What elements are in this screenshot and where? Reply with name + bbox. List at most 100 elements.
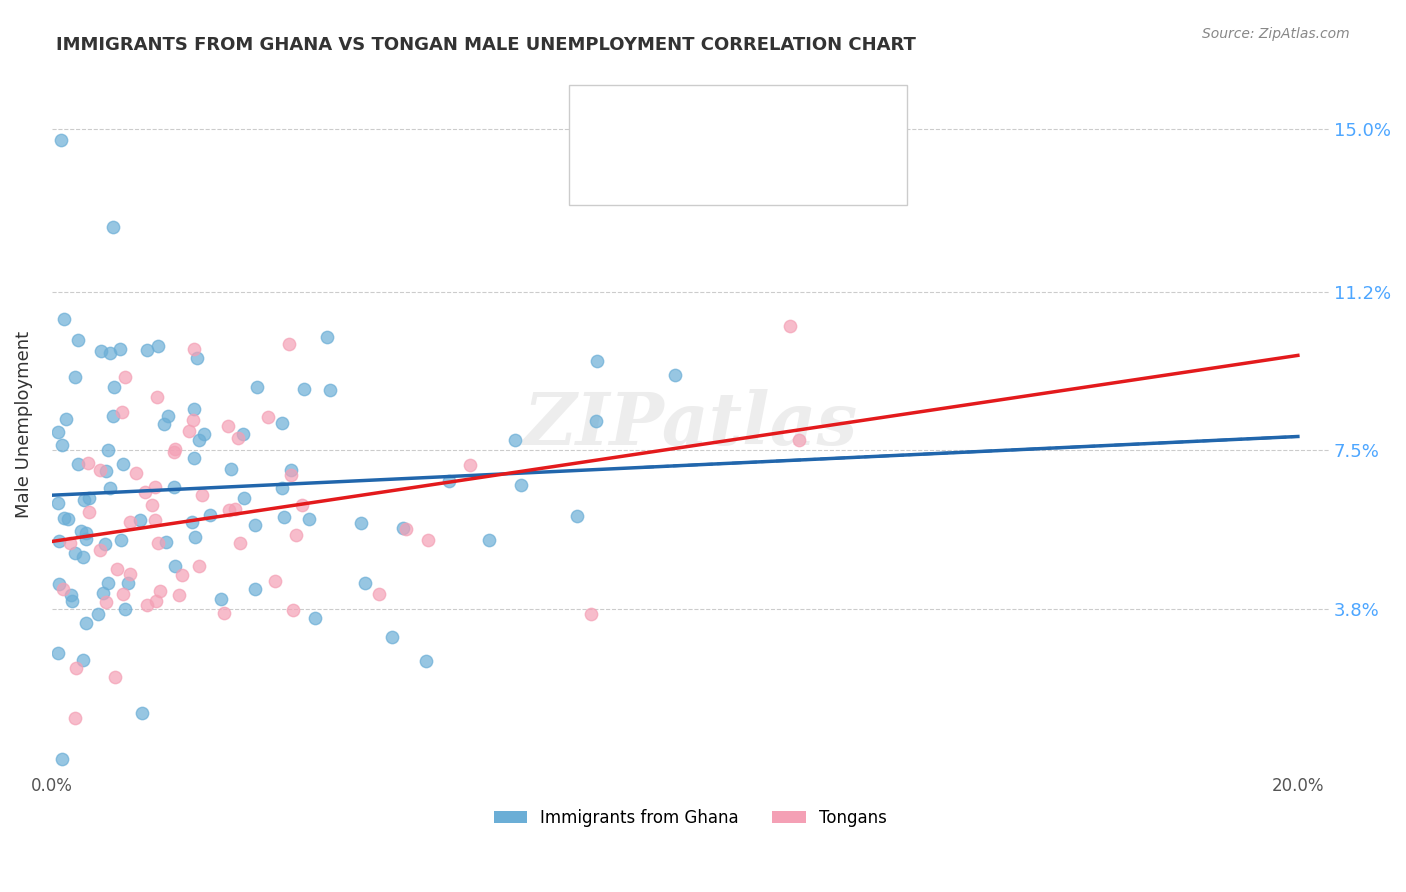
Point [104, 670, 127, 684]
Point [415, 654, 437, 668]
Point [155, 534, 177, 549]
Point [72, 653, 94, 667]
Point [167, 588, 190, 602]
Point [89, 463, 111, 477]
Y-axis label: Male Unemployment: Male Unemployment [15, 331, 32, 518]
Point [292, 383, 315, 397]
Point [162, 480, 184, 494]
Point [232, 427, 254, 442]
Point [148, 339, 170, 353]
Point [59, 588, 82, 602]
Point [134, 484, 156, 499]
Text: Source: ZipAtlas.com: Source: ZipAtlas.com [1202, 27, 1350, 41]
Point [90, 344, 112, 359]
Point [146, 536, 169, 550]
Point [198, 508, 221, 523]
Point [391, 521, 413, 535]
Point [280, 467, 302, 482]
Point [291, 498, 314, 512]
Point [110, 533, 132, 547]
Point [46, 646, 69, 660]
Point [149, 584, 172, 599]
Point [56, 511, 79, 525]
Point [98, 345, 121, 359]
Point [46, 496, 69, 510]
Point [65, 546, 87, 560]
Point [190, 488, 212, 502]
Point [188, 433, 211, 447]
Point [789, 433, 811, 447]
Point [170, 568, 193, 582]
Point [273, 510, 295, 524]
Point [163, 444, 186, 458]
Point [281, 603, 304, 617]
Point [304, 611, 326, 625]
Point [103, 380, 125, 394]
Point [65, 660, 87, 674]
Point [188, 558, 211, 573]
Point [97, 576, 120, 591]
Point [101, 409, 124, 423]
Point [664, 368, 686, 382]
Point [67, 334, 90, 348]
Point [111, 404, 134, 418]
Point [52, 582, 75, 597]
Point [183, 413, 205, 427]
Point [186, 351, 208, 365]
Point [63, 711, 86, 725]
Point [97, 443, 120, 458]
Point [79, 505, 101, 519]
Point [395, 522, 418, 536]
Point [271, 481, 294, 495]
Point [125, 467, 148, 481]
Point [153, 417, 176, 431]
Point [135, 343, 157, 357]
Point [55, 412, 77, 426]
Point [509, 477, 531, 491]
Point [156, 409, 179, 423]
Point [141, 498, 163, 512]
Point [229, 536, 252, 550]
Point [60, 594, 83, 608]
Point [416, 533, 439, 548]
Point [75, 525, 97, 540]
Text: 55: 55 [752, 145, 773, 163]
Point [224, 501, 246, 516]
Point [105, 562, 128, 576]
Point [72, 492, 94, 507]
Point [114, 602, 136, 616]
Point [246, 379, 269, 393]
Point [87, 607, 110, 621]
Text: N =: N = [717, 110, 754, 128]
Point [72, 550, 94, 565]
Point [270, 416, 292, 430]
Point [298, 512, 321, 526]
Point [478, 533, 501, 547]
Point [91, 586, 114, 600]
Point [319, 383, 342, 397]
Point [163, 558, 186, 573]
Point [278, 337, 301, 351]
Point [75, 532, 97, 546]
Point [209, 591, 232, 606]
Point [226, 431, 249, 445]
Point [458, 458, 481, 473]
Point [111, 457, 134, 471]
Point [94, 464, 117, 478]
Point [98, 481, 121, 495]
Point [76, 456, 98, 470]
Point [218, 502, 240, 516]
Point [779, 318, 801, 333]
Point [51, 438, 73, 452]
Point [503, 433, 526, 447]
Point [67, 457, 90, 471]
Point [585, 414, 607, 428]
Point [280, 463, 302, 477]
Point [75, 615, 97, 630]
Point [131, 706, 153, 721]
Point [120, 515, 142, 529]
Point [183, 343, 205, 357]
Point [94, 537, 117, 551]
Point [143, 512, 166, 526]
Point [110, 342, 132, 356]
